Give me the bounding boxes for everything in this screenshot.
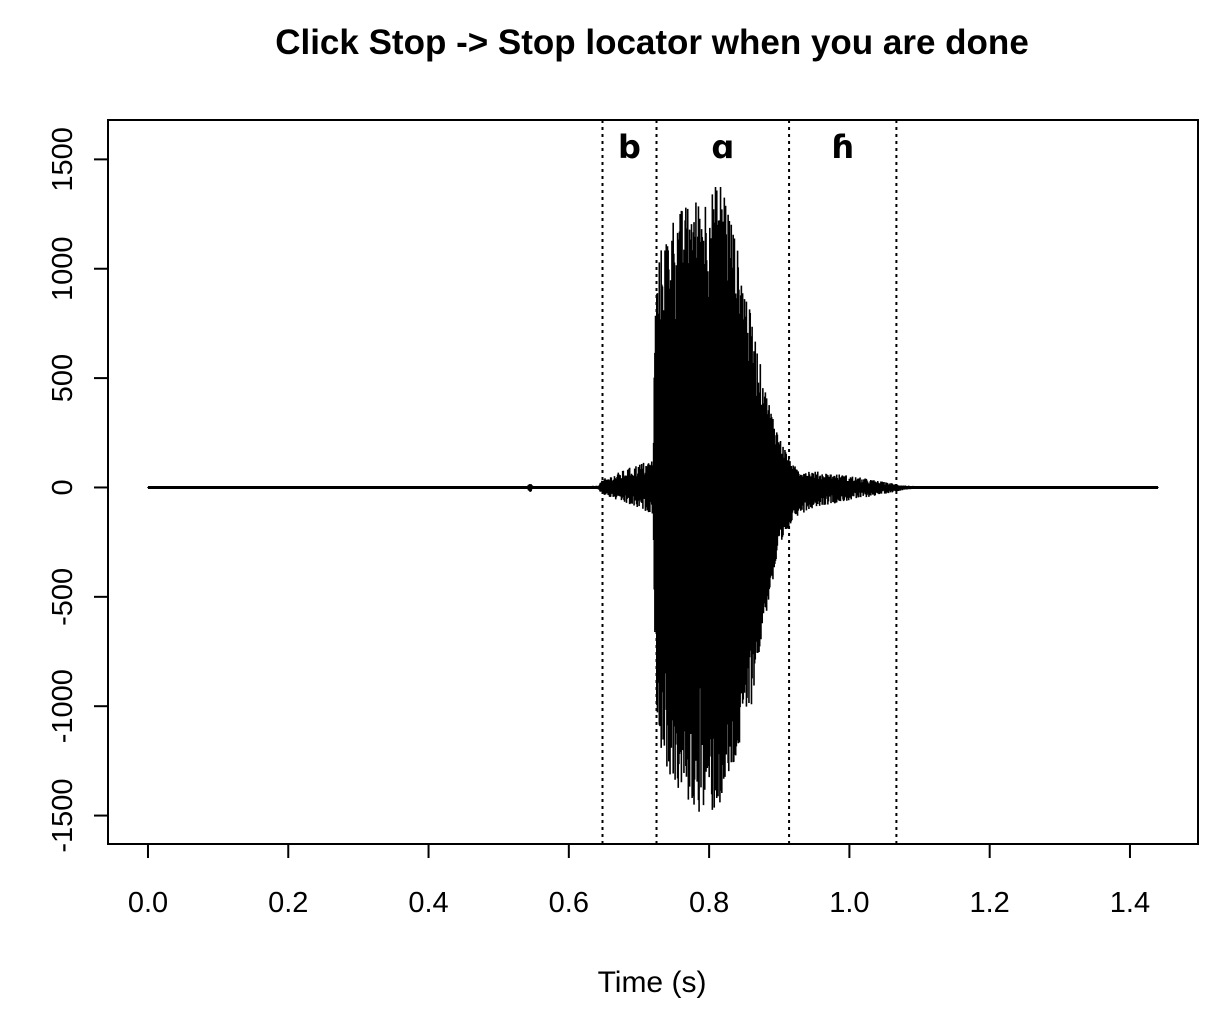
x-axis-label: Time (s) (598, 966, 707, 999)
y-tick-label-4: 500 (47, 354, 79, 402)
x-tick-label-3: 0.6 (549, 887, 589, 919)
segment-boundaries (601, 120, 898, 844)
waveform-layer (147, 186, 1159, 812)
y-tick-label-5: 1000 (47, 236, 79, 301)
segment-label-2: ɦ (831, 128, 854, 166)
x-tick-label-4: 0.8 (689, 887, 729, 919)
y-tick-label-1: -1000 (47, 669, 79, 743)
x-tick-label-6: 1.2 (970, 887, 1010, 919)
segment-label-0: b (618, 128, 641, 166)
y-tick-label-6: 1500 (47, 127, 79, 192)
x-axis: 0.0 0.2 0.4 0.6 0.8 1.0 1.2 1.4 (128, 843, 1150, 919)
y-tick-label-2: -500 (47, 568, 79, 626)
segment-label-1: ɑ (711, 128, 734, 166)
x-tick-label-5: 1.0 (829, 887, 869, 919)
chart-title: Click Stop -> Stop locator when you are … (275, 23, 1029, 62)
x-tick-label-0: 0.0 (128, 887, 168, 919)
waveform-trace (147, 186, 1159, 812)
y-axis: -1500 -1000 -500 0 500 1000 1500 (47, 127, 109, 853)
y-tick-label-3: 0 (47, 479, 79, 495)
x-tick-label-2: 0.4 (408, 887, 448, 919)
y-tick-label-0: -1500 (47, 778, 79, 852)
x-tick-label-1: 0.2 (268, 887, 308, 919)
x-tick-label-7: 1.4 (1110, 887, 1150, 919)
